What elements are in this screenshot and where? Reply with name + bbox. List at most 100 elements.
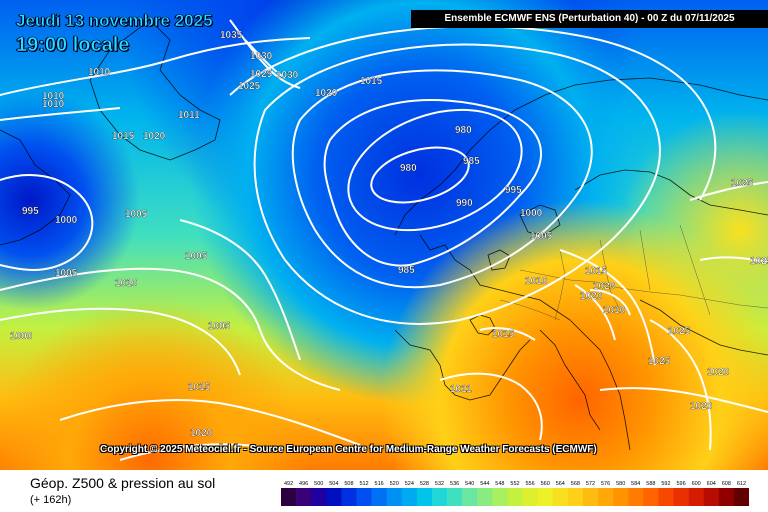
legend-value: 496	[299, 481, 308, 487]
isobar-label: 1030	[250, 51, 273, 62]
east-high-field	[0, 0, 768, 470]
isobar-label: 1025	[238, 81, 261, 92]
legend-swatch	[582, 488, 599, 506]
legend-value: 612	[737, 481, 746, 487]
isobar-label: 1020	[190, 428, 213, 439]
forecast-date: Jeudi 13 novembre 2025	[16, 11, 213, 31]
isobar-label: 1015	[188, 382, 211, 393]
isobar-label: 1015	[585, 266, 608, 277]
isobar-label: 1020	[593, 281, 616, 292]
legend-value: 500	[314, 481, 323, 487]
legend-value: 584	[631, 481, 640, 487]
isobar-label: 1010	[115, 278, 138, 289]
isobars	[0, 19, 768, 461]
isobar-label: 1005	[208, 321, 231, 332]
isobar-label: 1015	[360, 76, 383, 87]
legend-value: 568	[571, 481, 580, 487]
legend-swatch	[507, 488, 523, 506]
map-title: Géop. Z500 & pression au sol	[30, 475, 216, 491]
legend-swatch	[416, 488, 433, 506]
legend-swatch	[447, 488, 463, 506]
legend-swatch	[703, 488, 720, 506]
isobar-label: 1010	[525, 276, 548, 287]
legend-swatch	[537, 488, 554, 506]
legend-value: 572	[586, 481, 595, 487]
coastlines	[0, 19, 768, 451]
isobar-label: 985	[463, 156, 480, 167]
legend-value: 564	[556, 481, 565, 487]
legend-value: 556	[526, 481, 535, 487]
legend-swatch	[386, 488, 403, 506]
isobar-label: 1020	[580, 291, 603, 302]
legend-value: 600	[692, 481, 701, 487]
isobar-label: 1011	[178, 110, 200, 121]
legend-swatch	[628, 488, 644, 506]
isobar-label: 1010	[603, 305, 626, 316]
legend-swatch	[688, 488, 705, 506]
legend-swatch	[522, 488, 538, 506]
legend-value: 552	[510, 481, 519, 487]
isobar-label: 1005	[185, 251, 208, 262]
legend-value: 608	[722, 481, 731, 487]
legend-value: 596	[676, 481, 685, 487]
legend-swatch	[673, 488, 689, 506]
isobar-label: 985	[398, 265, 415, 276]
run-info-banner: Ensemble ECMWF ENS (Perturbation 40) - 0…	[411, 10, 768, 28]
legend-value: 548	[495, 481, 504, 487]
legend-value: 528	[420, 481, 429, 487]
isobar-label: 1020	[707, 367, 730, 378]
isobar-label: 1025	[668, 326, 691, 337]
isobar-label: 1025	[250, 69, 273, 80]
legend-swatch	[311, 488, 327, 506]
legend-value: 532	[435, 481, 444, 487]
legend-swatch	[492, 488, 508, 506]
isobar-label: 1000	[55, 215, 78, 226]
legend-swatch	[371, 488, 387, 506]
isobar-label: 980	[455, 125, 472, 136]
legend-swatch	[401, 488, 418, 506]
legend-swatch	[341, 488, 357, 506]
legend-swatch	[598, 488, 614, 506]
legend-value: 560	[541, 481, 550, 487]
legend-swatch	[462, 488, 478, 506]
isobar-label: 1000	[10, 331, 33, 342]
isobar-label: 1025	[750, 256, 768, 267]
legend-swatch	[718, 488, 735, 506]
isobar-label: 995	[22, 206, 39, 217]
isobar-label: 1000	[520, 208, 543, 219]
isobar-label: 1010	[42, 99, 65, 110]
legend-value: 544	[480, 481, 489, 487]
isobar-label: 1010	[88, 67, 111, 78]
legend-swatch	[477, 488, 493, 506]
legend-swatch	[567, 488, 584, 506]
isobar-label: 1005	[55, 268, 78, 279]
forecast-lead-time: (+ 162h)	[30, 494, 72, 506]
forecast-time: 19:00 locale	[16, 34, 130, 57]
isobar-label: 1015	[112, 131, 135, 142]
isobar-label: 1025	[731, 178, 754, 189]
isobar-label: 990	[456, 198, 473, 209]
legend-swatch	[733, 488, 749, 506]
legend-swatch	[296, 488, 312, 506]
legend-swatch	[356, 488, 372, 506]
legend-value: 540	[465, 481, 474, 487]
legend-swatch	[613, 488, 629, 506]
isobar-label: 1020	[315, 88, 338, 99]
legend-swatch	[643, 488, 659, 506]
isobar-label: 1030	[276, 70, 299, 81]
isobar-label: 980	[400, 163, 417, 174]
color-scale-legend: 492 496 500 504 508 512 516 520 524 528 532 536 540 5…	[281, 481, 749, 506]
isobar-label: 1025	[648, 356, 671, 367]
legend-value: 580	[616, 481, 625, 487]
legend-swatch	[658, 488, 674, 506]
isobar-label: 1011	[450, 384, 472, 395]
isobar-label: 1005	[530, 231, 553, 242]
legend-value: 524	[405, 481, 414, 487]
isobar-label: 1010	[42, 91, 65, 102]
legend-swatch	[431, 488, 448, 506]
legend-value: 508	[344, 481, 353, 487]
legend-value: 576	[601, 481, 610, 487]
isobar-label: 1020	[143, 131, 166, 142]
